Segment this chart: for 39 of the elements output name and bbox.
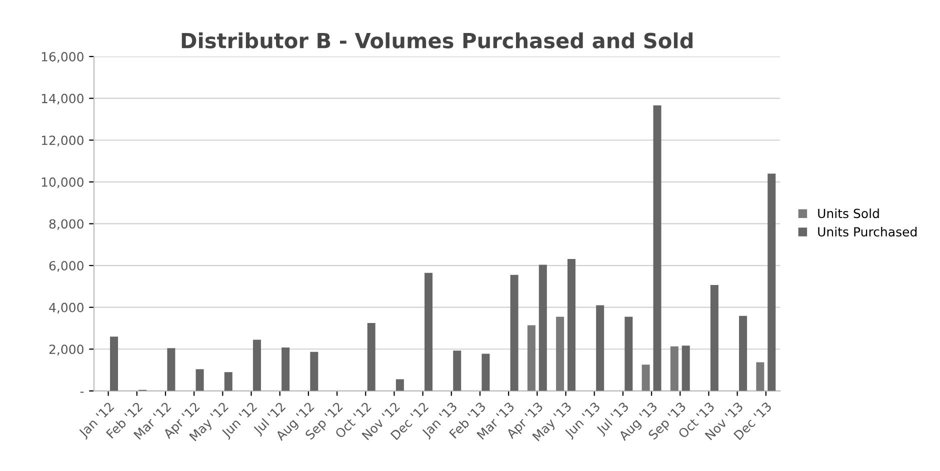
bar	[310, 352, 318, 391]
bar	[596, 305, 604, 391]
bar	[224, 372, 232, 391]
y-tick-label: -	[80, 392, 84, 393]
y-tick-label: 2,000	[49, 344, 84, 356]
bar	[756, 362, 764, 391]
bar	[510, 274, 518, 391]
bar	[682, 346, 690, 391]
chart-title: Distributor B - Volumes Purchased and Sold	[182, 32, 692, 48]
bar	[282, 347, 290, 391]
y-tick-label: 6,000	[49, 261, 84, 272]
legend-label: Units Purchased	[818, 226, 917, 237]
bar	[768, 174, 776, 391]
bar	[624, 316, 633, 391]
bar	[710, 284, 718, 391]
bar	[424, 272, 433, 391]
bar	[396, 379, 404, 391]
bar	[567, 259, 576, 391]
bar	[482, 354, 490, 391]
y-tick-label: 14,000	[42, 94, 84, 105]
y-tick-label: 10,000	[42, 177, 84, 188]
bar	[252, 340, 261, 391]
legend-label: Units Sold	[818, 208, 879, 218]
bar	[110, 336, 118, 391]
bar	[538, 264, 547, 391]
y-tick-label: 12,000	[42, 136, 84, 146]
y-tick-label: 8,000	[49, 219, 84, 230]
y-tick-label: 4,000	[49, 302, 84, 314]
y-tick-label: 16,000	[42, 52, 84, 63]
bar	[670, 346, 678, 391]
bar	[739, 316, 748, 391]
bar	[367, 323, 376, 391]
bar	[642, 364, 650, 391]
bar	[167, 348, 176, 391]
bar	[556, 316, 564, 391]
bar	[196, 369, 204, 391]
bar	[653, 105, 662, 391]
bar	[453, 350, 462, 391]
bar	[527, 325, 536, 391]
